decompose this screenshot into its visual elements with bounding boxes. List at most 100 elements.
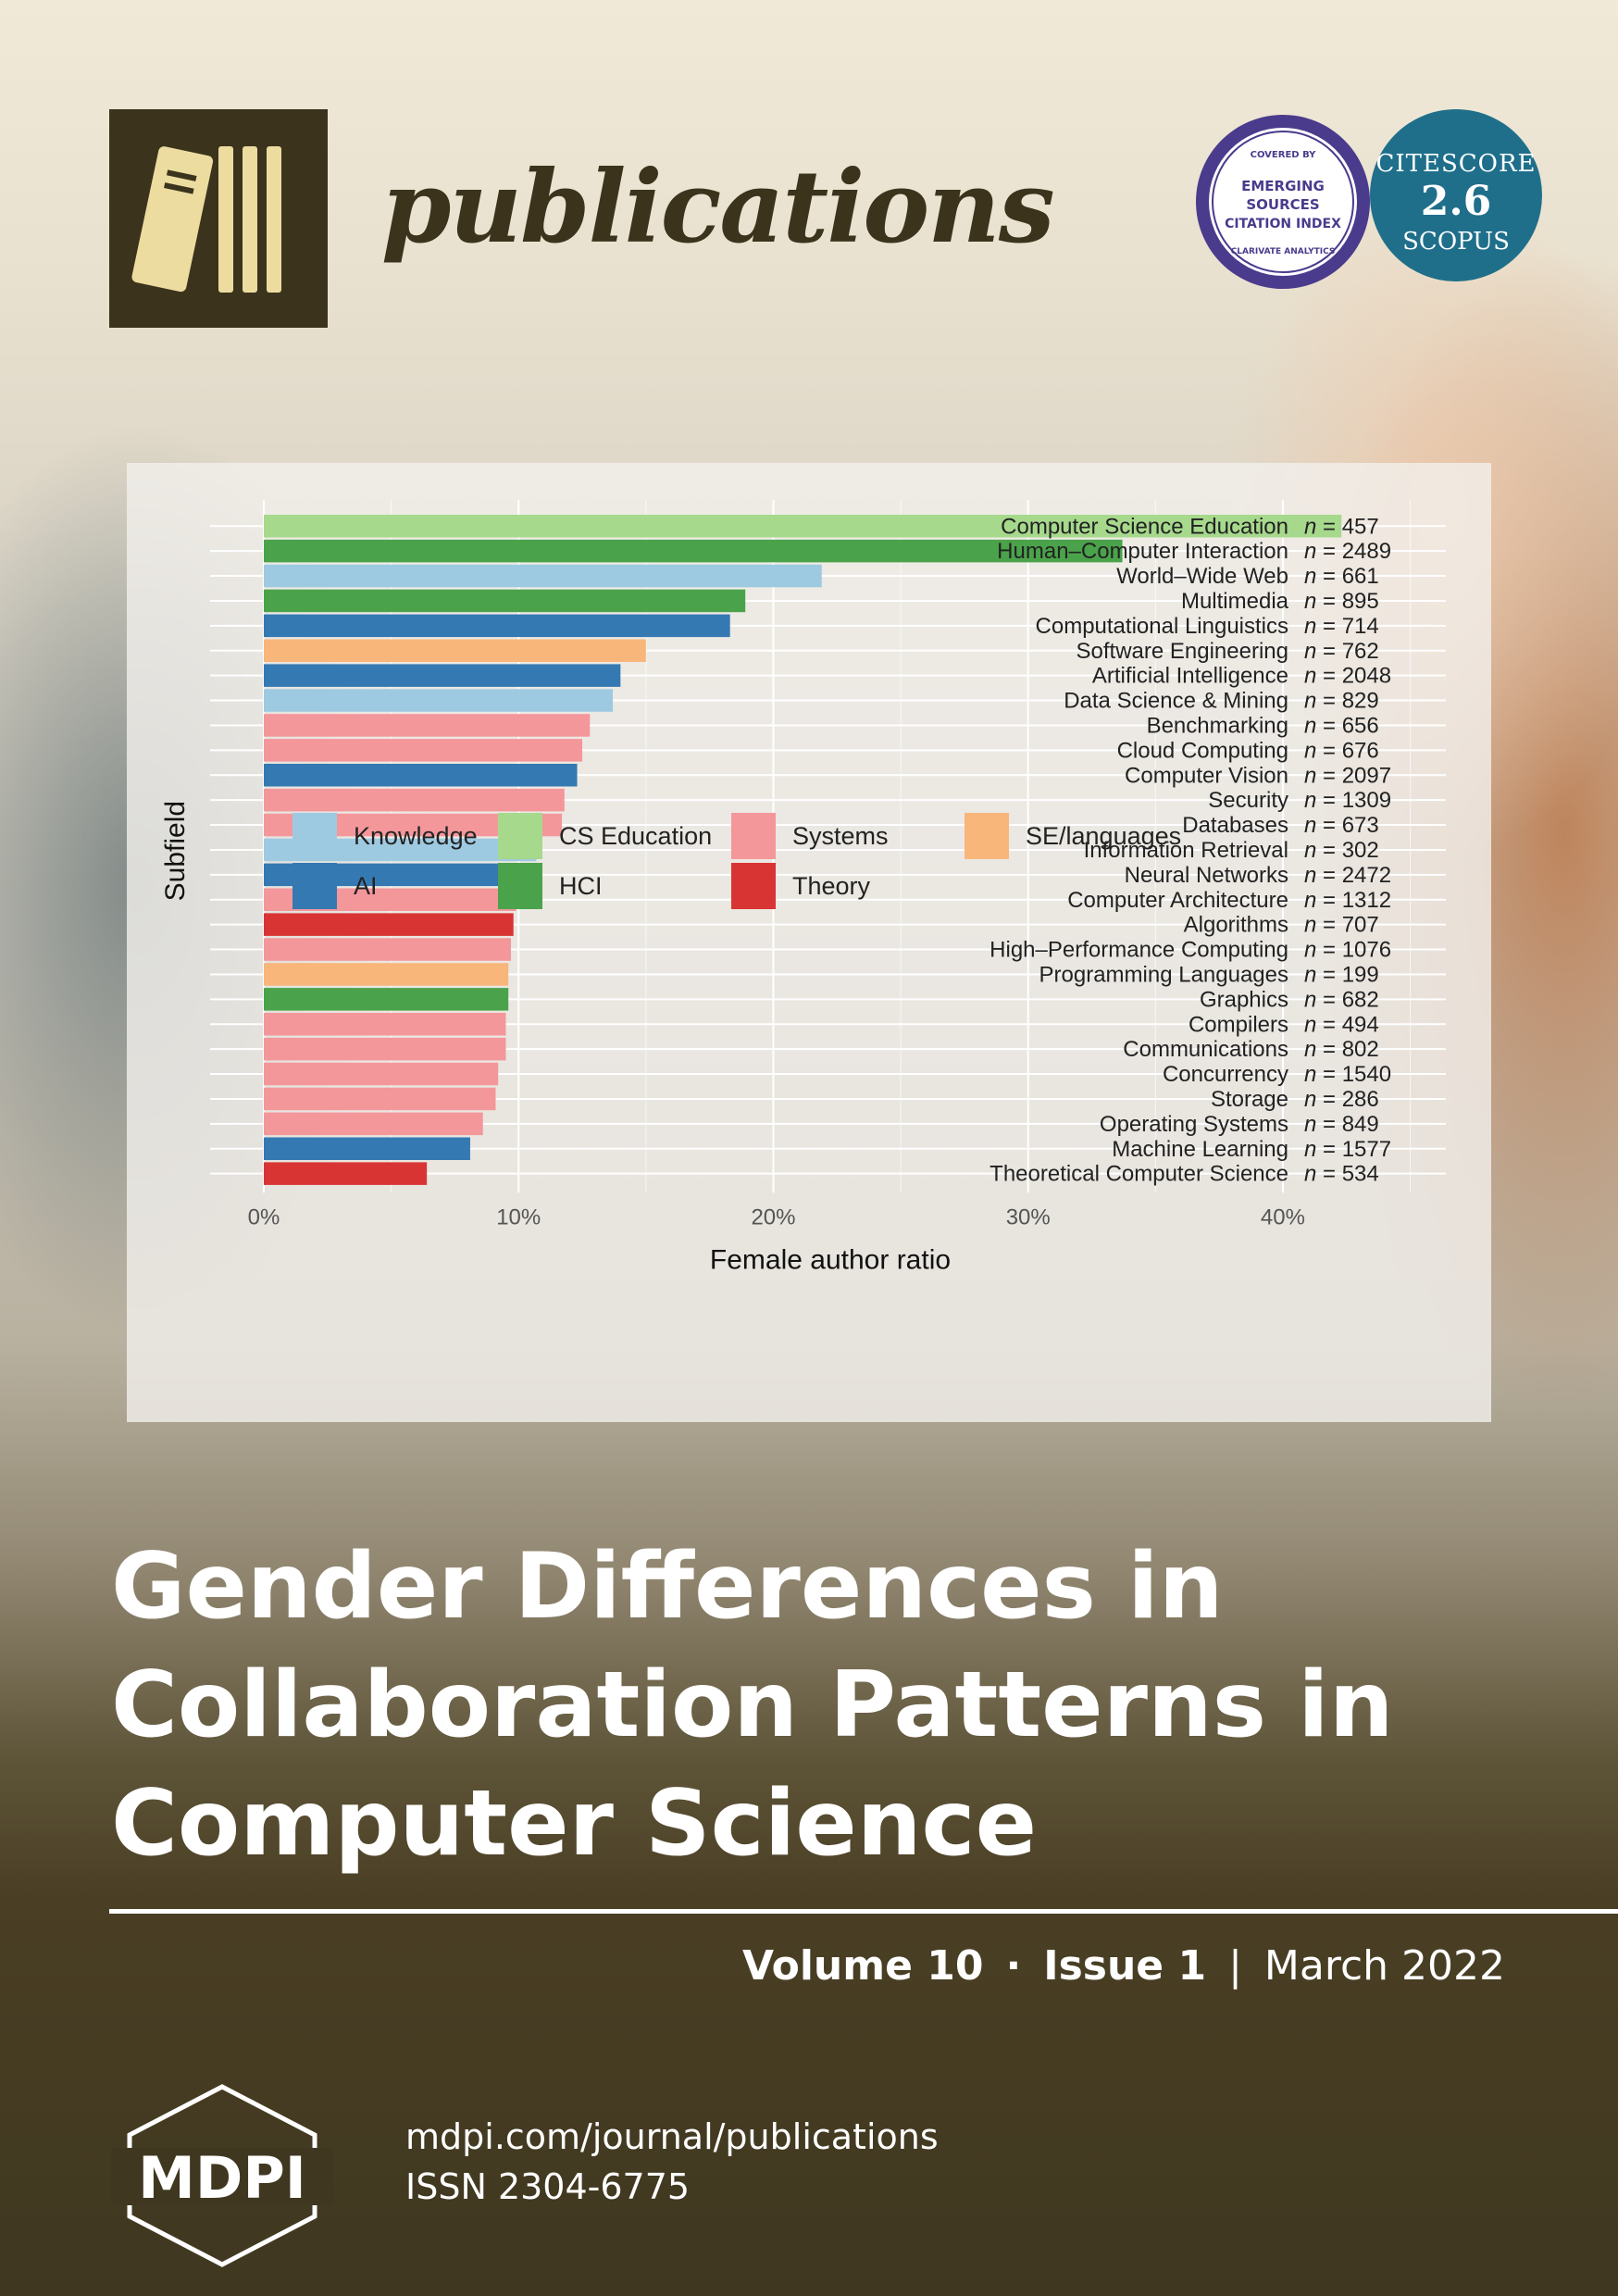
bar-n-label: n = 762 <box>1304 639 1379 664</box>
bar-n-label: n = 682 <box>1304 987 1379 1012</box>
bar-label: Machine Learning <box>1112 1137 1288 1162</box>
bar <box>264 564 822 588</box>
books-icon <box>131 146 281 293</box>
bar-n-label: n = 1076 <box>1304 938 1391 963</box>
bar-label: Compilers <box>1189 1012 1288 1037</box>
volume-label: Volume 10 <box>741 1942 984 1990</box>
bar-label: Artificial Intelligence <box>1092 664 1288 689</box>
bar-label: Computer Architecture <box>1067 888 1288 913</box>
bar-n-label: n = 457 <box>1304 514 1379 539</box>
bar <box>264 788 565 812</box>
bar-n-label: n = 1577 <box>1304 1137 1391 1162</box>
bar-n-label: n = 302 <box>1304 838 1379 863</box>
citescore-badge: CITESCORE 2.6 SCOPUS <box>1370 109 1542 281</box>
legend-swatch <box>292 863 337 909</box>
bar-label: High–Performance Computing <box>989 938 1288 963</box>
legend-swatch <box>965 813 1009 859</box>
title-line-2: Collaboration Patterns in <box>111 1653 1394 1758</box>
legend-swatch <box>292 813 337 859</box>
badge-line-4: CITATION INDEX <box>1225 217 1341 231</box>
bar <box>264 639 646 662</box>
bar-n-label: n = 656 <box>1304 713 1379 738</box>
bar-label: Storage <box>1211 1087 1288 1112</box>
bar <box>264 963 509 986</box>
bar <box>264 1013 506 1036</box>
mdpi-logo: MDPI <box>111 2084 333 2267</box>
bar-n-label: n = 1312 <box>1304 888 1391 913</box>
bar-label: Cloud Computing <box>1117 738 1288 763</box>
bar-n-label: n = 534 <box>1304 1162 1379 1187</box>
bar-label: Human–Computer Interaction <box>997 539 1288 564</box>
citescore-label: CITESCORE <box>1375 150 1537 178</box>
journal-url[interactable]: mdpi.com/journal/publications <box>405 2116 939 2157</box>
bar-n-label: n = 802 <box>1304 1037 1379 1062</box>
bar-label: Benchmarking <box>1147 713 1288 738</box>
bar-n-label: n = 714 <box>1304 614 1379 639</box>
bar <box>264 739 583 762</box>
bar <box>264 988 509 1011</box>
bar-n-label: n = 2489 <box>1304 539 1391 564</box>
bar-label: Algorithms <box>1184 913 1288 938</box>
legend-label: CS Education <box>559 822 712 850</box>
legend-swatch <box>498 813 542 859</box>
bar <box>264 515 1342 538</box>
citescore-value: 2.6 <box>1420 178 1492 225</box>
bar <box>264 1112 483 1136</box>
bar-label: Programming Languages <box>1039 962 1289 987</box>
legend-label: Theory <box>792 872 871 900</box>
bar-n-label: n = 1540 <box>1304 1062 1391 1087</box>
bar-label: World–Wide Web <box>1116 564 1288 589</box>
title-line-1: Gender Differences in <box>111 1534 1224 1640</box>
bar <box>264 938 511 961</box>
title-line-3: Computer Science <box>111 1771 1038 1877</box>
legend-swatch <box>731 813 776 859</box>
issue-date: March 2022 <box>1263 1942 1505 1990</box>
y-axis-title: Subfield <box>160 801 191 901</box>
seal-icon: COVERED BY EMERGING SOURCES CITATION IND… <box>1196 115 1370 289</box>
bar-label: Databases <box>1182 813 1288 838</box>
badge-line-1: COVERED BY <box>1251 150 1317 160</box>
bar-label: Software Engineering <box>1077 639 1288 664</box>
bar-label: Operating Systems <box>1100 1112 1288 1137</box>
bar-n-label: n = 661 <box>1304 564 1379 589</box>
legend-label: Systems <box>792 822 889 850</box>
bar <box>264 764 578 787</box>
bar <box>264 1087 496 1111</box>
bar-label: Information Retrieval <box>1084 838 1288 863</box>
bar-n-label: n = 849 <box>1304 1112 1379 1137</box>
bar-label: Graphics <box>1200 987 1288 1012</box>
legend-label: Knowledge <box>354 822 478 850</box>
citescore-source: SCOPUS <box>1402 228 1510 256</box>
bar-label: Communications <box>1123 1037 1288 1062</box>
bar-label: Computer Science Education <box>1001 514 1288 539</box>
x-axis-title: Female author ratio <box>710 1244 951 1275</box>
bar-n-label: n = 2472 <box>1304 863 1391 888</box>
esci-badge: COVERED BY EMERGING SOURCES CITATION IND… <box>1192 111 1374 293</box>
badge-line-5: CLARIVATE ANALYTICS <box>1231 247 1336 256</box>
article-title: Gender Differences in Collaboration Patt… <box>111 1528 1555 1883</box>
bar <box>264 689 614 712</box>
bar <box>264 1162 428 1185</box>
x-tick-label: 20% <box>751 1204 795 1229</box>
x-tick-label: 10% <box>496 1204 541 1229</box>
bar <box>264 913 514 936</box>
badge-line-3: SOURCES <box>1246 196 1319 213</box>
bar-label: Concurrency <box>1163 1062 1288 1087</box>
divider-rule <box>109 1909 1618 1914</box>
bar-separator: | <box>1228 1942 1242 1990</box>
bar-label: Theoretical Computer Science <box>989 1162 1288 1187</box>
bar-n-label: n = 707 <box>1304 913 1379 938</box>
bar-label: Computer Vision <box>1125 763 1288 788</box>
bar-n-label: n = 286 <box>1304 1087 1379 1112</box>
issn: ISSN 2304-6775 <box>405 2166 691 2207</box>
x-tick-label: 40% <box>1261 1204 1305 1229</box>
chart-panel: Computer Science Education n = 457 Human–C… <box>127 463 1491 1422</box>
bar <box>264 664 621 687</box>
bar-n-label: n = 1309 <box>1304 788 1391 813</box>
x-tick-label: 30% <box>1006 1204 1051 1229</box>
legend-swatch <box>731 863 776 909</box>
hexagon-icon <box>127 2084 317 2267</box>
bar-n-label: n = 494 <box>1304 1012 1379 1037</box>
bar-label: Security <box>1208 788 1288 813</box>
